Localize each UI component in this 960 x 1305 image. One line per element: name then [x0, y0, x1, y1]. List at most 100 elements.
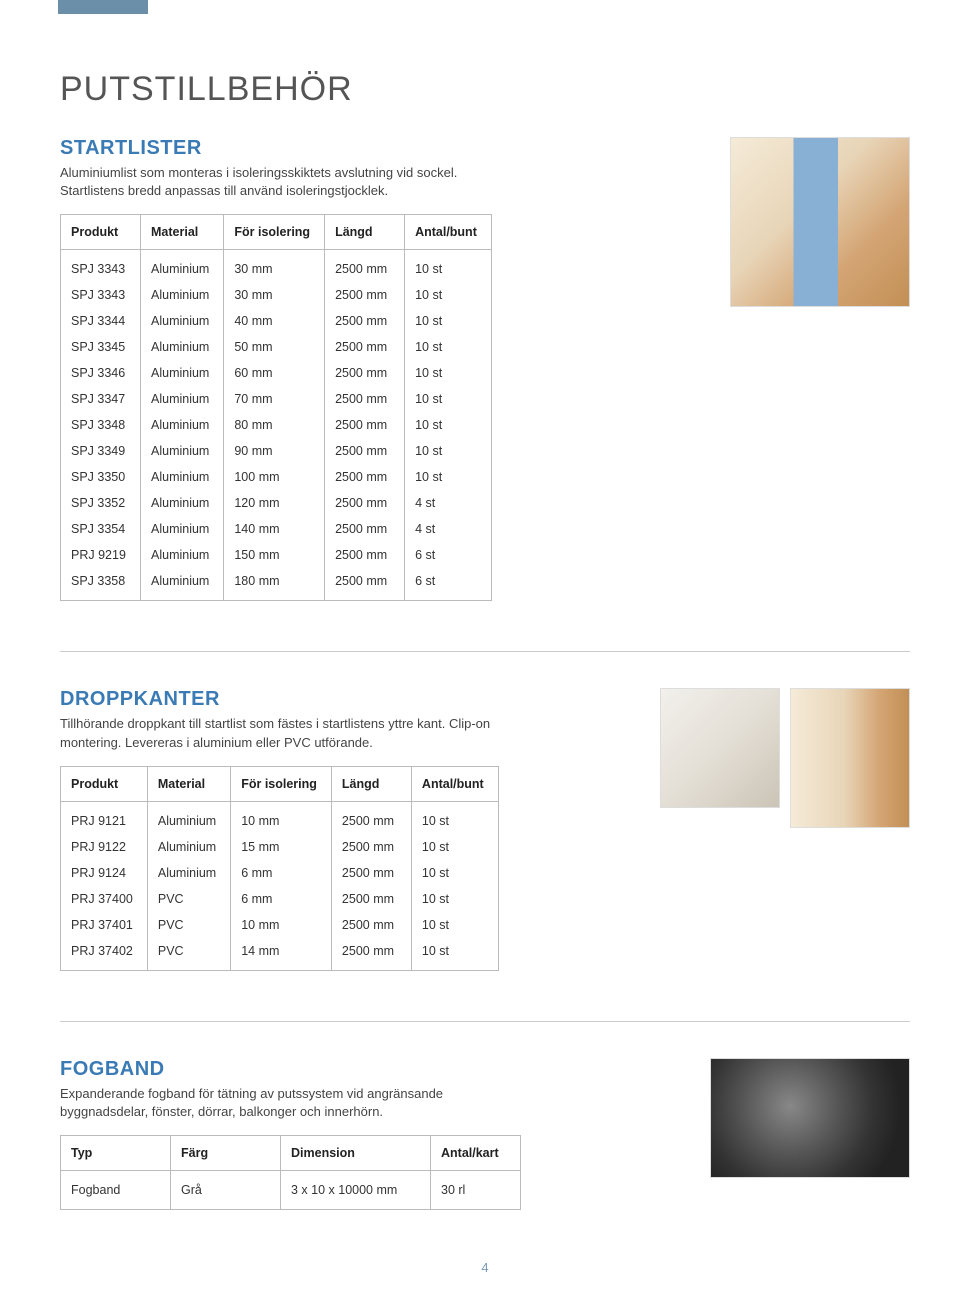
- table-cell: 30 rl: [431, 1171, 521, 1210]
- table-cell: PRJ 9124: [61, 860, 148, 886]
- table-cell: 100 mm: [224, 464, 325, 490]
- droppkanter-illustration-1: [660, 688, 780, 808]
- fogband-table: TypFärgDimensionAntal/kart FogbandGrå3 x…: [60, 1135, 521, 1210]
- table-row: SPJ 3350Aluminium100 mm2500 mm10 st: [61, 464, 492, 490]
- section-fogband: FOGBAND Expanderande fogband för tätning…: [60, 1058, 910, 1210]
- table-cell: SPJ 3354: [61, 516, 141, 542]
- table-cell: PRJ 9121: [61, 801, 148, 834]
- table-cell: 2500 mm: [325, 438, 405, 464]
- table-header: Längd: [325, 215, 405, 250]
- table-header: För isolering: [231, 766, 332, 801]
- table-cell: 180 mm: [224, 568, 325, 601]
- table-cell: 2500 mm: [325, 334, 405, 360]
- startlister-title: STARTLISTER: [60, 137, 520, 160]
- table-cell: SPJ 3350: [61, 464, 141, 490]
- table-cell: 10 st: [405, 438, 492, 464]
- startlister-desc: Aluminiumlist som monteras i isoleringss…: [60, 164, 520, 200]
- droppkanter-illustration-2: [790, 688, 910, 828]
- table-row: SPJ 3354Aluminium140 mm2500 mm4 st: [61, 516, 492, 542]
- table-cell: PVC: [147, 938, 230, 971]
- table-header: Antal/kart: [431, 1136, 521, 1171]
- table-cell: 2500 mm: [331, 834, 411, 860]
- table-row: SPJ 3358Aluminium180 mm2500 mm6 st: [61, 568, 492, 601]
- table-cell: 2500 mm: [325, 542, 405, 568]
- table-row: PRJ 9124Aluminium6 mm2500 mm10 st: [61, 860, 499, 886]
- table-cell: 6 st: [405, 542, 492, 568]
- table-cell: Aluminium: [147, 834, 230, 860]
- table-row: PRJ 37402PVC14 mm2500 mm10 st: [61, 938, 499, 971]
- table-cell: Aluminium: [141, 490, 224, 516]
- table-cell: 50 mm: [224, 334, 325, 360]
- table-row: SPJ 3343Aluminium30 mm2500 mm10 st: [61, 282, 492, 308]
- table-cell: 10 st: [405, 386, 492, 412]
- table-cell: 4 st: [405, 516, 492, 542]
- table-cell: PRJ 37401: [61, 912, 148, 938]
- table-cell: Aluminium: [141, 464, 224, 490]
- table-row: FogbandGrå3 x 10 x 10000 mm30 rl: [61, 1171, 521, 1210]
- table-cell: 10 st: [411, 912, 498, 938]
- table-cell: SPJ 3348: [61, 412, 141, 438]
- table-header: Produkt: [61, 215, 141, 250]
- table-header: Antal/bunt: [411, 766, 498, 801]
- table-cell: SPJ 3347: [61, 386, 141, 412]
- startlister-table: ProduktMaterialFör isoleringLängdAntal/b…: [60, 214, 492, 601]
- table-row: SPJ 3348Aluminium80 mm2500 mm10 st: [61, 412, 492, 438]
- table-header: Längd: [331, 766, 411, 801]
- table-cell: PRJ 9219: [61, 542, 141, 568]
- table-cell: 10 st: [405, 334, 492, 360]
- table-cell: 3 x 10 x 10000 mm: [281, 1171, 431, 1210]
- table-cell: PRJ 37402: [61, 938, 148, 971]
- table-row: SPJ 3344Aluminium40 mm2500 mm10 st: [61, 308, 492, 334]
- table-cell: 10 st: [411, 801, 498, 834]
- table-cell: Aluminium: [141, 386, 224, 412]
- table-cell: 30 mm: [224, 282, 325, 308]
- fogband-title: FOGBAND: [60, 1058, 521, 1081]
- table-cell: Aluminium: [141, 250, 224, 283]
- table-cell: 15 mm: [231, 834, 332, 860]
- table-cell: 10 mm: [231, 801, 332, 834]
- table-cell: Aluminium: [141, 542, 224, 568]
- table-cell: 2500 mm: [325, 360, 405, 386]
- table-cell: SPJ 3344: [61, 308, 141, 334]
- table-cell: 30 mm: [224, 250, 325, 283]
- table-cell: 2500 mm: [325, 386, 405, 412]
- table-cell: 90 mm: [224, 438, 325, 464]
- table-row: PRJ 9121Aluminium10 mm2500 mm10 st: [61, 801, 499, 834]
- table-cell: 2500 mm: [325, 568, 405, 601]
- droppkanter-desc: Tillhörande droppkant till startlist som…: [60, 715, 520, 751]
- table-cell: 10 st: [405, 282, 492, 308]
- table-header: Antal/bunt: [405, 215, 492, 250]
- table-cell: 2500 mm: [325, 464, 405, 490]
- fogband-desc: Expanderande fogband för tätning av puts…: [60, 1085, 520, 1121]
- page-number: 4: [60, 1260, 910, 1275]
- table-cell: 2500 mm: [325, 490, 405, 516]
- table-cell: 14 mm: [231, 938, 332, 971]
- table-cell: 40 mm: [224, 308, 325, 334]
- table-cell: SPJ 3349: [61, 438, 141, 464]
- table-cell: 10 st: [411, 938, 498, 971]
- table-row: SPJ 3346Aluminium60 mm2500 mm10 st: [61, 360, 492, 386]
- table-row: PRJ 9219Aluminium150 mm2500 mm6 st: [61, 542, 492, 568]
- table-row: SPJ 3349Aluminium90 mm2500 mm10 st: [61, 438, 492, 464]
- table-cell: 60 mm: [224, 360, 325, 386]
- table-row: SPJ 3352Aluminium120 mm2500 mm4 st: [61, 490, 492, 516]
- table-cell: Aluminium: [141, 516, 224, 542]
- table-cell: Aluminium: [141, 568, 224, 601]
- table-row: PRJ 37400PVC6 mm2500 mm10 st: [61, 886, 499, 912]
- table-cell: PVC: [147, 886, 230, 912]
- table-cell: 10 mm: [231, 912, 332, 938]
- table-cell: Aluminium: [141, 282, 224, 308]
- table-cell: 2500 mm: [331, 860, 411, 886]
- table-cell: 140 mm: [224, 516, 325, 542]
- fogband-photo: [710, 1058, 910, 1178]
- table-cell: 10 st: [405, 250, 492, 283]
- page-title: PUTSTILLBEHÖR: [60, 70, 910, 109]
- table-cell: SPJ 3345: [61, 334, 141, 360]
- table-cell: 10 st: [405, 464, 492, 490]
- table-header: Färg: [171, 1136, 281, 1171]
- table-row: SPJ 3347Aluminium70 mm2500 mm10 st: [61, 386, 492, 412]
- table-row: PRJ 37401PVC10 mm2500 mm10 st: [61, 912, 499, 938]
- table-header: Produkt: [61, 766, 148, 801]
- table-cell: 10 st: [411, 860, 498, 886]
- table-cell: Fogband: [61, 1171, 171, 1210]
